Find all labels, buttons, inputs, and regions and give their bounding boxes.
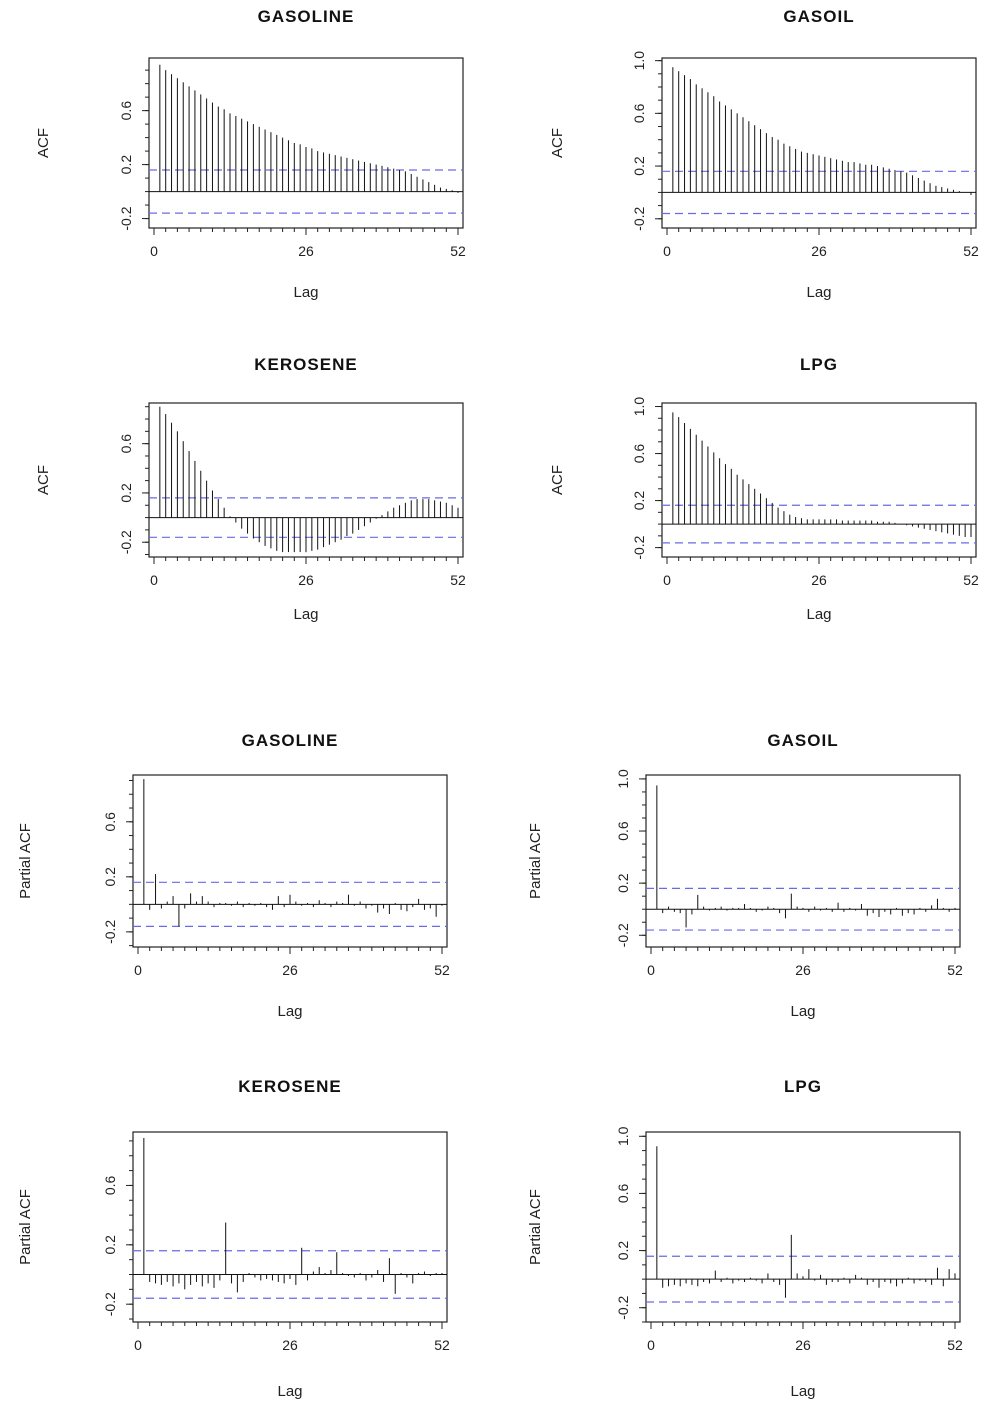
x-tick-label: 52 (434, 1337, 450, 1353)
x-tick-label: 0 (647, 1337, 655, 1353)
x-axis-label: Lag (806, 606, 831, 623)
y-tick-label: 1.0 (615, 1126, 631, 1146)
x-axis-label: Lag (790, 1003, 815, 1020)
x-tick-label: 0 (663, 572, 671, 588)
y-tick-label: -0.2 (631, 535, 647, 559)
acf-gasoline-panel: GASOLINE 0 26 52 -0.2 0.2 0.6 Lag ACF (35, 7, 466, 301)
panel-title: GASOIL (783, 7, 854, 26)
pacf-gasoline-panel: GASOLINE 0 26 52 -0.2 0.2 0.6 Lag Partial ACF (17, 731, 450, 1020)
y-tick-label: 0.2 (631, 156, 647, 176)
x-tick-label: 52 (947, 1337, 963, 1353)
y-tick-label: 0.6 (615, 821, 631, 841)
plot-frame (132, 774, 448, 948)
x-tick-label: 0 (150, 243, 158, 259)
y-axis-label: Partial ACF (527, 823, 544, 899)
pacf-gasoil-panel: GASOIL 0 26 52 -0.2 0.2 0.6 1.0 Lag Partial ACF (527, 731, 963, 1020)
panel-title: LPG (800, 355, 838, 374)
plot-frame (645, 774, 961, 948)
x-tick-label: 26 (795, 1337, 811, 1353)
y-tick-label: 0.6 (615, 1183, 631, 1203)
y-tick-label: 0.6 (631, 444, 647, 464)
y-tick-label: -0.2 (631, 206, 647, 230)
panel-title: KEROSENE (254, 355, 357, 374)
x-axis-label: Lag (790, 1383, 815, 1400)
pacf-kerosene-panel: KEROSENE 0 26 52 -0.2 0.2 0.6 Lag Partial ACF (17, 1077, 450, 1400)
y-tick-label: 0.2 (118, 483, 134, 503)
y-tick-label: -0.2 (615, 923, 631, 947)
acf-gasoil-panel: GASOIL 0 26 52 -0.2 0.2 0.6 1.0 Lag ACF (549, 7, 979, 301)
y-tick-label: -0.2 (102, 920, 118, 944)
y-tick-label: 0.6 (118, 434, 134, 454)
x-tick-label: 0 (134, 1337, 142, 1353)
x-tick-label: 26 (795, 962, 811, 978)
y-tick-label: 0.6 (118, 101, 134, 121)
y-tick-label: 1.0 (631, 397, 647, 417)
x-tick-label: 52 (434, 962, 450, 978)
plot-frame (645, 1131, 961, 1323)
x-tick-label: 52 (947, 962, 963, 978)
plot-frame (132, 1131, 448, 1323)
plot-frame (661, 57, 977, 229)
pacf-lpg-panel: LPG 0 26 52 -0.2 0.2 0.6 1.0 Lag Partial ACF (527, 1077, 963, 1400)
x-tick-label: 26 (298, 243, 314, 259)
plot-frame (661, 402, 977, 558)
panel-title: KEROSENE (238, 1077, 341, 1096)
x-axis-label: Lag (806, 284, 831, 301)
y-tick-label: -0.2 (118, 530, 134, 554)
y-axis-label: ACF (549, 465, 566, 495)
x-axis-label: Lag (277, 1003, 302, 1020)
x-tick-label: 0 (134, 962, 142, 978)
y-tick-label: 0.2 (631, 491, 647, 511)
x-tick-label: 52 (450, 572, 466, 588)
panel-title: GASOLINE (242, 731, 339, 750)
x-tick-label: 0 (647, 962, 655, 978)
y-tick-label: 0.6 (102, 812, 118, 832)
x-tick-label: 26 (811, 243, 827, 259)
y-axis-label: Partial ACF (527, 1189, 544, 1265)
x-tick-label: 26 (282, 1337, 298, 1353)
x-axis-label: Lag (277, 1383, 302, 1400)
y-tick-label: 0.2 (615, 873, 631, 893)
panel-title: GASOLINE (258, 7, 355, 26)
x-tick-label: 26 (282, 962, 298, 978)
y-tick-label: 0.2 (102, 867, 118, 887)
x-axis-label: Lag (293, 284, 318, 301)
y-axis-label: ACF (35, 465, 52, 495)
y-tick-label: 1.0 (615, 769, 631, 789)
x-tick-label: 26 (811, 572, 827, 588)
x-axis-label: Lag (293, 606, 318, 623)
y-axis-label: ACF (549, 128, 566, 158)
y-axis-label: ACF (35, 128, 52, 158)
x-tick-label: 52 (450, 243, 466, 259)
y-tick-label: 0.2 (118, 155, 134, 175)
y-tick-label: 1.0 (631, 51, 647, 71)
y-tick-label: -0.2 (615, 1295, 631, 1319)
y-axis-label: Partial ACF (17, 823, 34, 899)
acf-kerosene-panel: KEROSENE 0 26 52 -0.2 0.2 0.6 Lag ACF (35, 355, 466, 623)
panel-title: LPG (784, 1077, 822, 1096)
plot-frame (148, 57, 464, 229)
y-tick-label: 0.6 (102, 1175, 118, 1195)
y-tick-label: 0.2 (102, 1235, 118, 1255)
y-tick-label: -0.2 (102, 1292, 118, 1316)
x-tick-label: 0 (150, 572, 158, 588)
y-tick-label: 0.6 (631, 103, 647, 123)
y-tick-label: -0.2 (118, 206, 134, 230)
x-tick-label: 52 (963, 243, 979, 259)
x-tick-label: 0 (663, 243, 671, 259)
y-axis-label: Partial ACF (17, 1189, 34, 1265)
panel-title: GASOIL (767, 731, 838, 750)
y-tick-label: 0.2 (615, 1241, 631, 1261)
acf-lpg-panel: LPG 0 26 52 -0.2 0.2 0.6 1.0 Lag ACF (549, 355, 979, 623)
x-tick-label: 26 (298, 572, 314, 588)
x-tick-label: 52 (963, 572, 979, 588)
